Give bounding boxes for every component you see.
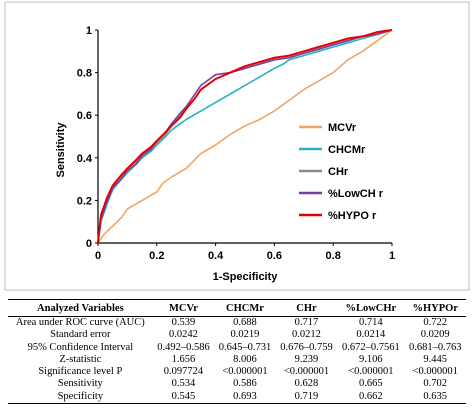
table-row: Specificity 0.545 0.693 0.719 0.662 0.63…	[8, 390, 466, 405]
x-tick-label: 0.2	[149, 250, 164, 262]
series-line	[97, 29, 393, 244]
table-row-label: Z-statistic	[59, 353, 102, 365]
table-cell: 0.717	[294, 317, 319, 328]
table-cell: 0.676–0.759	[280, 341, 333, 353]
x-tick-label: 0.8	[326, 250, 341, 262]
legend: MCVr CHCMr CHr %LowCH r %HYPO r	[299, 122, 384, 222]
table-cell: <0.000001	[348, 366, 394, 378]
x-axis-title: 1-Specificity	[213, 271, 279, 283]
roc-chart-svg: 0 0.2 0.4 0.6 0.8 1 0 0.2 0.4 0.6 0.8 1 1-Specifici…	[4, 1, 470, 291]
table-cell: 0.0214	[356, 329, 386, 341]
roc-chart: 0 0.2 0.4 0.6 0.8 1 0 0.2 0.4 0.6 0.8 1 1-Specifici…	[4, 1, 470, 291]
chart-border	[4, 1, 470, 291]
table-row: Sensitivity 0.534 0.586 0.628 0.665 0.70…	[8, 378, 466, 390]
legend-label: %LowCH r	[328, 188, 384, 200]
tick-labels: 0 0.2 0.4 0.6 0.8 1 0 0.2 0.4 0.6 0.8 1	[77, 25, 395, 262]
table-cell: 0.0212	[292, 329, 321, 341]
series-line	[97, 29, 393, 244]
y-tick-label: 0.8	[77, 68, 92, 80]
results-table: Analyzed Variables MCVr CHCMr CHr %LowCH…	[8, 299, 466, 405]
table-cell: 0.665	[359, 378, 383, 390]
x-tick-label: 0	[95, 250, 101, 262]
table-cell: 0.635	[404, 390, 466, 405]
table-cell: 0.0219	[230, 329, 260, 341]
table-header-row: Analyzed Variables MCVr CHCMr CHr %LowCH…	[8, 299, 466, 317]
x-tick-label: 1	[389, 250, 395, 262]
table-cell: 9.106	[359, 353, 383, 365]
x-tick-label: 0.4	[208, 250, 224, 262]
table-cell: 0.0242	[169, 329, 198, 341]
table-cell: 0.714	[359, 317, 383, 328]
legend-label: CHCMr	[328, 144, 366, 156]
table-cell: 0.586	[233, 378, 257, 390]
table-cell: 0.097724	[163, 366, 204, 378]
table-header-cell: CHCMr	[214, 299, 276, 317]
legend-label: %HYPO r	[328, 210, 377, 222]
table-cell: 0.492–0.586	[157, 341, 210, 353]
table-header-cell: CHr	[275, 299, 338, 317]
table-cell: 0.534	[171, 378, 196, 390]
table-cell: 0.645–0.731	[218, 341, 272, 353]
series-lines	[97, 29, 393, 244]
table-cell: 0.681–0.763	[408, 341, 462, 353]
table-cell: 0.702	[423, 378, 448, 390]
table-row-label: 95% Confidence Interval	[27, 341, 134, 353]
table-cell: 1.656	[171, 353, 196, 365]
axes	[97, 30, 392, 244]
table-header-cell: Analyzed Variables	[8, 299, 153, 317]
table-row: Standard error 0.0242 0.0219 0.0212 0.02…	[8, 329, 466, 341]
table-cell: <0.000001	[283, 366, 330, 378]
table-cell: <0.000001	[412, 366, 458, 378]
table-cell: 0.693	[214, 390, 276, 405]
table-row-label: Sensitivity	[57, 378, 103, 390]
table-cell: 0.662	[337, 390, 405, 405]
legend-label: CHr	[328, 166, 349, 178]
table-row: Z-statistic 1.656 8.006 9.239 9.106 9.44…	[8, 354, 466, 366]
series-line	[97, 29, 393, 244]
legend-label: MCVr	[328, 122, 357, 134]
y-tick-label: 0.6	[77, 110, 92, 122]
table-header-cell: %HYPOr	[404, 299, 466, 317]
table-header-cell: MCVr	[152, 299, 215, 317]
table-cell: 0.539	[171, 317, 196, 328]
table-cell: 0.0209	[420, 329, 450, 341]
table-row-label: Specificity	[8, 390, 153, 405]
legend-box	[295, 115, 387, 231]
table-cell: 8.006	[233, 353, 257, 365]
y-tick-label: 1	[86, 25, 92, 37]
table-cell: 0.628	[294, 378, 319, 390]
table-cell: <0.000001	[222, 366, 268, 378]
table-cell: 9.239	[294, 353, 319, 365]
table-row-label: Significance level P	[38, 366, 123, 378]
table-cell: 0.719	[275, 390, 338, 405]
table-row-label: Area under ROC curve (AUC)	[15, 317, 145, 328]
table-cell: 0.672–0.7561	[341, 341, 400, 353]
table-row-label: Standard error	[50, 329, 111, 341]
y-tick-label: 0.2	[77, 195, 92, 207]
y-axis-title: Sensitivity	[55, 122, 67, 178]
table-row: Significance level P 0.097724 <0.000001 …	[8, 366, 466, 378]
table-row: Area under ROC curve (AUC) 0.539 0.688 0…	[8, 317, 466, 330]
table-cell: 0.545	[152, 390, 215, 405]
table-row: 95% Confidence Interval 0.492–0.586 0.64…	[8, 342, 466, 354]
y-tick-label: 0	[86, 238, 92, 250]
x-tick-label: 0.6	[267, 250, 282, 262]
y-tick-label: 0.4	[77, 153, 93, 165]
table-cell: 0.688	[233, 317, 257, 328]
table-header-cell: %LowCHr	[337, 299, 405, 317]
table-cell: 9.445	[423, 353, 448, 365]
table-cell: 0.722	[423, 317, 448, 328]
